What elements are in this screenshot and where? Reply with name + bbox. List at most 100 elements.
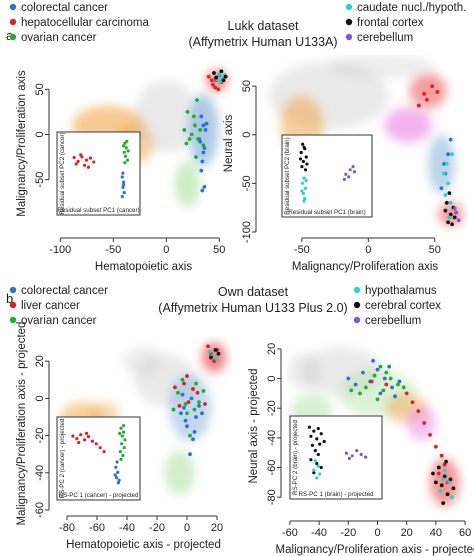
x-axis-title: Hematopoietic axis - projected bbox=[66, 539, 221, 551]
density-cloud bbox=[409, 73, 447, 109]
data-point bbox=[218, 79, 223, 84]
inset-point bbox=[318, 442, 322, 446]
data-point bbox=[192, 407, 197, 412]
data-point bbox=[450, 152, 454, 157]
plot-a-right: -50 0 50 -100 -50 0 50 Malignancy/Proliferation… bbox=[223, 55, 463, 273]
y-axis-title: Neural axis bbox=[223, 114, 235, 172]
data-point bbox=[433, 444, 438, 449]
inset-point bbox=[302, 199, 306, 203]
inset-frame bbox=[56, 131, 141, 216]
data-point bbox=[349, 388, 354, 393]
legend-dot bbox=[9, 33, 17, 41]
inset-point bbox=[304, 179, 308, 183]
data-point bbox=[378, 391, 383, 396]
inset-point bbox=[122, 430, 126, 434]
inset-point bbox=[301, 191, 305, 196]
legend-dot bbox=[345, 3, 353, 11]
plot-a-left: -100 -50 0 50 -50 0 50 Hematopoietic axis Malign… bbox=[16, 69, 228, 273]
inset-point bbox=[342, 177, 346, 181]
inset-point bbox=[301, 159, 305, 164]
x-tick-label: 40 bbox=[430, 527, 442, 539]
inset-plot: Residual subset PC1 (cancer)Residual sub… bbox=[56, 131, 141, 216]
data-point bbox=[199, 168, 204, 173]
inset-point bbox=[122, 191, 126, 195]
data-point bbox=[185, 374, 189, 378]
density-cloud bbox=[430, 458, 460, 507]
data-point bbox=[416, 409, 421, 414]
data-point bbox=[450, 495, 454, 500]
data-point bbox=[194, 381, 198, 386]
inset-point bbox=[120, 442, 124, 446]
inset-point bbox=[309, 434, 313, 438]
data-point bbox=[436, 465, 441, 470]
inset-point bbox=[83, 438, 87, 442]
inset-point bbox=[300, 189, 304, 193]
density-cloud bbox=[164, 450, 195, 496]
data-point bbox=[448, 200, 453, 205]
data-point bbox=[382, 376, 387, 381]
y-tick-label: 0 bbox=[241, 132, 253, 138]
y-tick-label: 0 bbox=[266, 375, 278, 381]
data-point bbox=[191, 437, 195, 442]
data-point bbox=[201, 150, 206, 155]
legend-label: frontal cortex bbox=[357, 17, 424, 29]
legend-dot bbox=[345, 33, 353, 41]
data-point bbox=[439, 186, 444, 191]
density-clouds bbox=[61, 342, 226, 496]
legend-dot bbox=[353, 301, 361, 309]
data-point bbox=[378, 364, 383, 369]
y-tick-label: 0 bbox=[34, 131, 46, 137]
y-tick-label: 20 bbox=[266, 343, 278, 355]
data-point bbox=[221, 78, 226, 83]
inset-point bbox=[351, 165, 355, 169]
x-tick-label: 0 bbox=[374, 527, 380, 539]
x-tick-label: 50 bbox=[213, 244, 225, 256]
inset-point bbox=[122, 183, 126, 187]
y-tick-label: -20 bbox=[266, 400, 278, 416]
inset-point bbox=[299, 150, 303, 155]
inset-point bbox=[119, 426, 123, 430]
panel-b-title-1: Own dataset bbox=[218, 285, 289, 299]
x-tick-label: -50 bbox=[294, 244, 310, 256]
y-axis-title: Malignancy/Proliferation axis bbox=[16, 70, 28, 217]
data-point bbox=[358, 391, 362, 396]
data-point bbox=[439, 453, 444, 458]
data-point bbox=[176, 390, 180, 395]
data-point bbox=[441, 501, 446, 506]
inset-point bbox=[94, 442, 98, 446]
data-point bbox=[363, 385, 368, 390]
inset-point bbox=[114, 476, 119, 480]
y-tick-label: -60 bbox=[34, 502, 46, 518]
data-point bbox=[180, 377, 185, 382]
legend-dot bbox=[9, 316, 17, 324]
inset-point bbox=[305, 162, 309, 166]
inset-point bbox=[84, 158, 89, 162]
inset-point bbox=[298, 157, 303, 161]
data-point bbox=[185, 424, 189, 429]
inset-point bbox=[301, 181, 305, 185]
inset-x-title: Residual subset PC1 (cancer) bbox=[57, 207, 139, 214]
inset-point bbox=[304, 155, 308, 159]
data-point bbox=[372, 373, 377, 378]
inset-point bbox=[122, 150, 126, 154]
inset-point bbox=[102, 450, 106, 454]
data-point bbox=[219, 69, 224, 74]
density-cloud bbox=[328, 55, 435, 79]
x-tick-label: 0 bbox=[163, 244, 169, 256]
inset-point bbox=[122, 144, 126, 148]
x-tick-label: -50 bbox=[105, 244, 121, 256]
data-point bbox=[447, 215, 452, 220]
data-point bbox=[177, 403, 182, 408]
inset-point bbox=[303, 186, 308, 190]
data-point bbox=[207, 349, 212, 354]
density-cloud bbox=[134, 80, 199, 153]
x-tick-label: 50 bbox=[429, 244, 441, 256]
data-point bbox=[194, 155, 198, 159]
data-point bbox=[431, 471, 435, 476]
data-point bbox=[448, 137, 453, 142]
inset-point bbox=[122, 424, 126, 428]
legend-label: cerebellum bbox=[365, 315, 421, 327]
data-point bbox=[387, 364, 392, 369]
